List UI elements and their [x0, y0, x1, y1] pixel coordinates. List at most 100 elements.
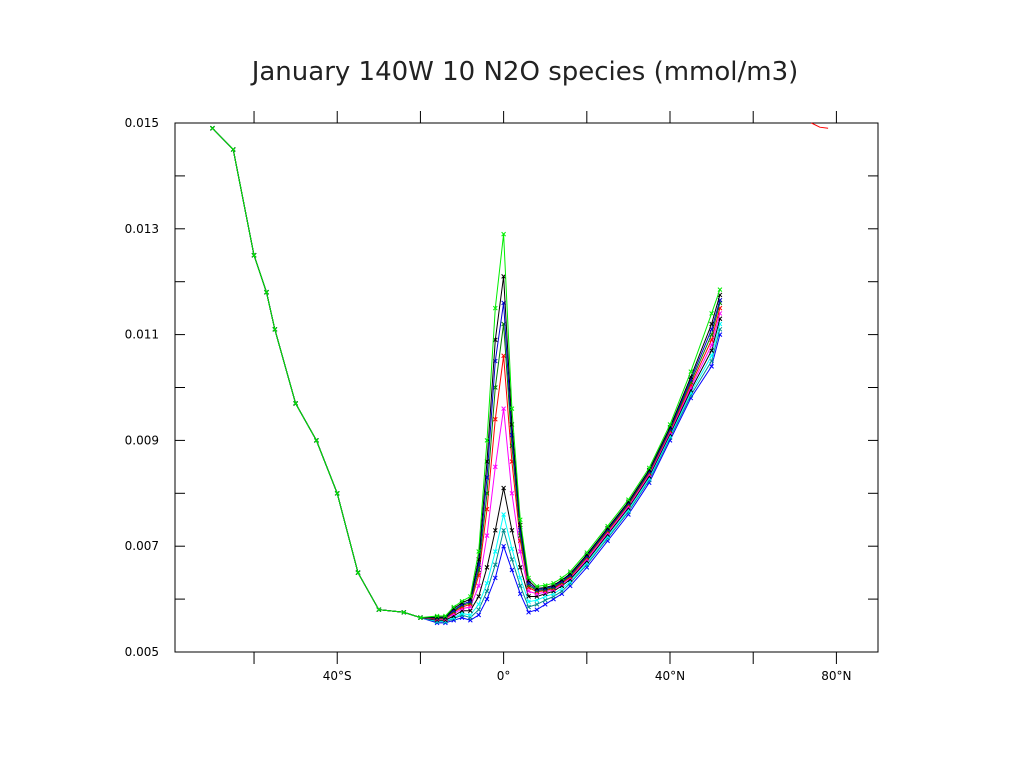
data-point — [542, 602, 548, 607]
data-point — [517, 591, 523, 597]
data-point-stroke — [709, 358, 714, 364]
data-point-stroke — [509, 432, 515, 438]
data-point — [534, 597, 540, 603]
x-tick-label: 40°N — [655, 669, 685, 683]
data-point-stroke — [492, 385, 498, 390]
data-point — [484, 588, 490, 594]
data-point — [517, 517, 523, 523]
data-point-stroke — [476, 549, 482, 554]
data-point — [492, 337, 498, 343]
data-point — [484, 565, 490, 570]
series-group — [210, 122, 829, 626]
data-point-stroke — [526, 609, 531, 615]
data-point — [542, 597, 548, 603]
data-point — [551, 580, 556, 586]
data-point — [210, 125, 215, 131]
data-point — [492, 549, 498, 554]
series — [210, 125, 723, 620]
data-point — [509, 527, 515, 533]
data-point-stroke — [467, 600, 473, 606]
data-point-stroke — [526, 594, 531, 599]
data-point — [418, 615, 423, 620]
data-point — [688, 369, 694, 374]
data-point-stroke — [484, 533, 490, 538]
x-tick-label: 40°S — [323, 669, 352, 683]
data-point — [509, 557, 515, 562]
data-point-stroke — [501, 353, 506, 359]
data-point-stroke — [451, 615, 457, 620]
data-point-stroke — [459, 600, 465, 606]
data-point-stroke — [484, 438, 490, 443]
data-point-stroke — [709, 363, 714, 369]
data-point — [334, 490, 340, 496]
data-point — [709, 363, 714, 369]
data-point — [476, 594, 482, 599]
data-point-stroke — [501, 527, 506, 533]
data-point — [467, 612, 473, 618]
data-point — [501, 512, 506, 517]
data-point — [709, 311, 714, 316]
data-point-stroke — [230, 147, 236, 152]
data-point — [484, 580, 490, 586]
data-point — [626, 497, 631, 503]
data-point — [526, 609, 531, 615]
data-point — [501, 231, 506, 237]
series-line — [212, 127, 721, 624]
data-point-stroke — [484, 565, 490, 570]
series-line — [212, 127, 721, 620]
data-point-stroke — [434, 613, 440, 619]
data-point-stroke — [542, 597, 548, 603]
data-point — [517, 583, 523, 589]
data-point — [509, 567, 515, 573]
data-point-stroke — [334, 490, 340, 496]
data-point-stroke — [476, 607, 482, 613]
data-point — [709, 358, 714, 364]
data-point — [492, 416, 498, 422]
data-point-stroke — [717, 292, 723, 298]
data-point — [230, 147, 236, 152]
data-point — [646, 465, 652, 471]
y-tick-label: 0.009 — [125, 433, 159, 447]
series — [210, 125, 723, 626]
data-point-stroke — [509, 406, 515, 412]
chart-title: January 140W 10 N2O species (mmol/m3) — [250, 57, 799, 87]
series-line — [212, 127, 721, 620]
data-point — [484, 438, 490, 443]
data-point-stroke — [492, 575, 498, 581]
data-point-stroke — [443, 614, 448, 620]
data-point — [434, 613, 440, 619]
data-point — [251, 252, 257, 258]
y-tick-label: 0.011 — [125, 328, 159, 342]
data-point — [476, 583, 482, 589]
data-point-stroke — [484, 596, 490, 602]
y-tick-label: 0.015 — [125, 116, 159, 130]
data-point — [376, 607, 382, 613]
data-point — [559, 575, 565, 581]
x-tick-label: 0° — [497, 669, 511, 683]
data-point — [709, 321, 714, 327]
data-point — [667, 422, 673, 427]
data-point-stroke — [526, 604, 531, 610]
data-point — [443, 613, 448, 619]
data-point-stroke — [492, 416, 498, 422]
data-point-stroke — [709, 332, 714, 337]
data-point-stroke — [251, 252, 257, 258]
data-point — [517, 565, 523, 570]
data-point — [584, 562, 590, 568]
series — [811, 122, 829, 129]
data-point-stroke — [646, 465, 652, 471]
data-point-stroke — [492, 305, 498, 311]
data-point-stroke — [401, 609, 407, 615]
series-line — [212, 127, 721, 619]
y-tick-label: 0.005 — [125, 645, 159, 659]
data-point-stroke — [293, 401, 298, 406]
data-point-stroke — [272, 326, 278, 332]
data-point-stroke — [517, 517, 523, 523]
data-point-stroke — [509, 546, 515, 552]
data-point — [459, 600, 465, 606]
data-point — [492, 527, 498, 533]
data-point-stroke — [467, 612, 473, 618]
data-point — [492, 575, 498, 581]
data-point — [509, 490, 515, 496]
